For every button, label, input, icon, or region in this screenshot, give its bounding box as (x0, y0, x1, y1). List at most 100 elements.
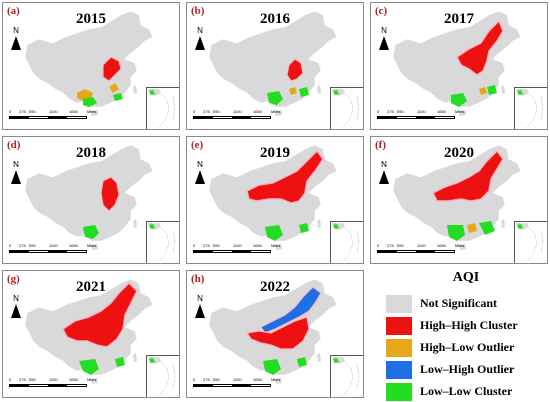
south-china-sea-inset (146, 355, 179, 397)
north-label: N (381, 160, 387, 169)
scale-tick-label: 275 (203, 109, 210, 114)
panel-year: 2022 (260, 279, 290, 295)
scale-tick-label: 1650 (253, 377, 262, 382)
high-low-outlier-region (109, 83, 119, 93)
map-panel-2022: (h) 2022 N 0 275 550 1100 1650 Miles (186, 270, 364, 398)
low-low-cluster-region (451, 93, 467, 107)
legend-item-not-significant: Not Significant (386, 294, 550, 314)
china-map (208, 278, 338, 384)
scale-tick-label: 1650 (437, 109, 446, 114)
low-low-cluster-region (479, 221, 495, 235)
high-high-cluster-region (286, 58, 304, 82)
low-low-cluster-region (487, 85, 497, 95)
legend-title: AQI (452, 270, 480, 285)
panel-year: 2019 (260, 145, 290, 161)
high-high-cluster-region (246, 149, 324, 204)
panel-letter: (h) (191, 273, 205, 285)
north-arrow-icon: N (377, 26, 391, 51)
scale-unit-label: Miles (455, 109, 465, 114)
south-china-sea-inset (330, 87, 363, 129)
china-map (24, 144, 154, 250)
scale-tick-label: 0 (9, 243, 12, 248)
scale-tick-label: 0 (377, 243, 380, 248)
low-low-cluster-region (263, 359, 281, 375)
high-high-cluster-region (100, 176, 120, 212)
north-arrow-icon: N (193, 294, 207, 319)
north-label: N (197, 160, 203, 169)
scale-tick-label: 1100 (49, 243, 58, 248)
scale-bar: 0 275 550 1100 1650 Miles (9, 243, 101, 259)
south-china-sea-inset (330, 221, 363, 263)
scale-tick-label: 1650 (69, 377, 78, 382)
scale-tick-label: 1650 (69, 243, 78, 248)
china-map (392, 144, 522, 250)
panel-letter: (c) (375, 5, 388, 17)
low-low-cluster-region (297, 357, 307, 367)
scale-tick-label: 275 (203, 377, 210, 382)
legend-item-low-low-cluster: Low–Low Cluster (386, 382, 550, 402)
scale-tick-label: 550 (397, 109, 404, 114)
scale-tick-label: 1650 (253, 243, 262, 248)
north-arrow-icon: N (193, 160, 207, 185)
legend-label: Low–High Outlier (420, 362, 515, 376)
scale-tick-label: 0 (9, 109, 12, 114)
scale-tick-label: 1100 (233, 109, 242, 114)
low-low-cluster-region (83, 225, 99, 239)
map-panel-2015: (a) 2015 N 0 275 550 1100 1650 Miles (2, 2, 180, 130)
legend-swatch (386, 383, 412, 401)
china-map (24, 10, 154, 116)
north-arrow-icon: N (193, 26, 207, 51)
low-low-cluster-region (113, 93, 123, 101)
scale-tick-label: 550 (397, 243, 404, 248)
panel-year: 2017 (444, 11, 474, 27)
north-arrow-icon: N (9, 160, 23, 185)
legend-swatch (386, 339, 412, 357)
low-low-cluster-region (115, 357, 125, 367)
panel-letter: (a) (7, 5, 20, 17)
scale-tick-label: 550 (29, 243, 36, 248)
china-map (208, 10, 338, 116)
panel-letter: (f) (375, 139, 386, 151)
legend-label: Not Significant (420, 296, 498, 310)
panel-year: 2020 (444, 145, 474, 161)
china-map (208, 144, 338, 250)
scale-tick-label: 1100 (49, 109, 58, 114)
scale-bar: 0 275 550 1100 1650 Miles (377, 243, 469, 259)
legend-swatch (386, 361, 412, 379)
scale-tick-label: 1650 (69, 109, 78, 114)
high-high-cluster-region (456, 19, 504, 76)
scale-tick-label: 0 (193, 243, 196, 248)
scale-tick-label: 1100 (49, 377, 58, 382)
scale-tick-label: 550 (29, 109, 36, 114)
high-low-outlier-region (467, 223, 477, 233)
north-label: N (13, 160, 19, 169)
scale-tick-label: 550 (213, 109, 220, 114)
scale-tick-label: 0 (9, 377, 12, 382)
legend-label: High–Low Outlier (420, 340, 515, 354)
low-low-cluster-region (79, 359, 99, 375)
scale-unit-label: Miles (455, 243, 465, 248)
scale-tick-label: 275 (19, 109, 26, 114)
high-high-cluster-region (432, 149, 504, 202)
panel-year: 2018 (76, 145, 106, 161)
high-high-cluster-region (102, 56, 122, 82)
south-china-sea-inset (514, 221, 547, 263)
scale-tick-label: 275 (19, 377, 26, 382)
legend-label: High–High Cluster (420, 318, 518, 332)
scale-tick-label: 275 (387, 243, 394, 248)
scale-unit-label: Miles (87, 109, 97, 114)
scale-unit-label: Miles (271, 109, 281, 114)
north-label: N (381, 26, 387, 35)
south-china-sea-inset (330, 355, 363, 397)
panel-year: 2016 (260, 11, 290, 27)
scale-tick-label: 1650 (253, 109, 262, 114)
south-china-sea-inset (146, 87, 179, 129)
north-arrow-icon: N (9, 294, 23, 319)
panel-letter: (b) (191, 5, 205, 17)
legend-swatch (386, 295, 412, 313)
low-low-cluster-region (265, 225, 283, 241)
low-low-cluster-region (267, 91, 283, 105)
legend-label: Low–Low Cluster (420, 384, 513, 398)
scale-bar: 0 275 550 1100 1650 Miles (9, 377, 101, 393)
scale-tick-label: 1650 (437, 243, 446, 248)
